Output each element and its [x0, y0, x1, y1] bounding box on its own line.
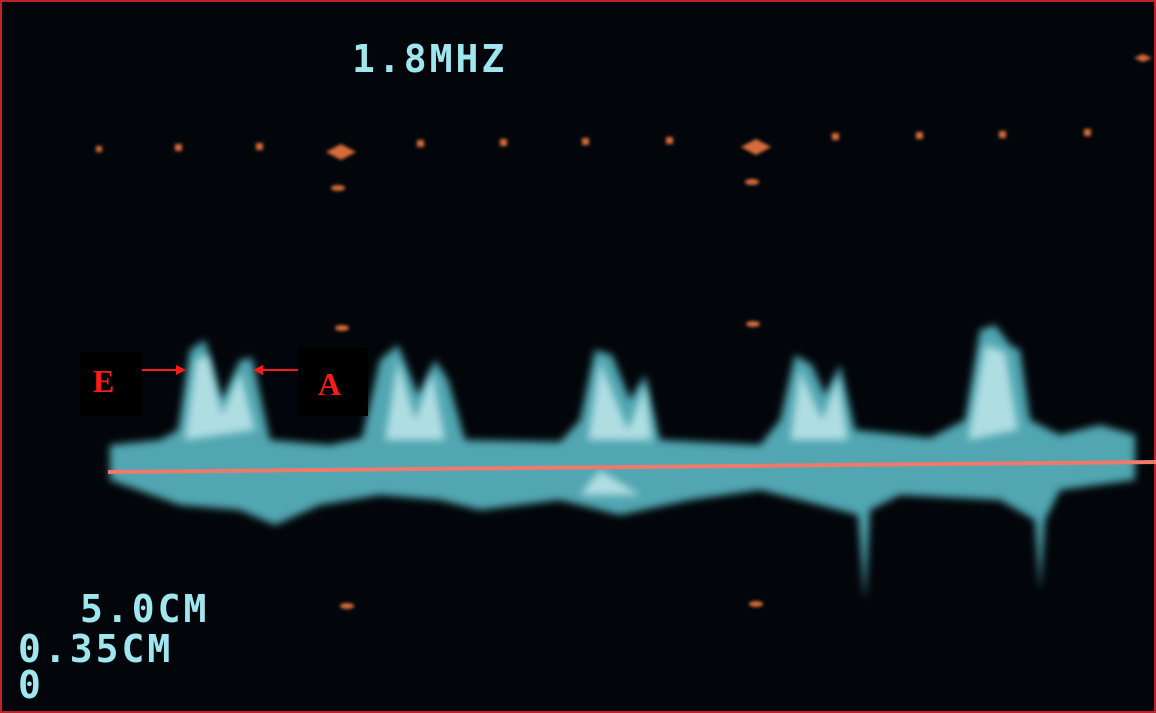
setting: 0: [18, 663, 44, 707]
e-wave-label: E: [93, 363, 114, 399]
doppler-screen: 1.8MHZ 5.0CM 0.35CM 0 E A: [0, 0, 1156, 713]
a-wave-label: A: [318, 366, 341, 402]
setting: 5.0CM: [80, 587, 209, 631]
frequency: 1.8MHZ: [352, 37, 507, 81]
